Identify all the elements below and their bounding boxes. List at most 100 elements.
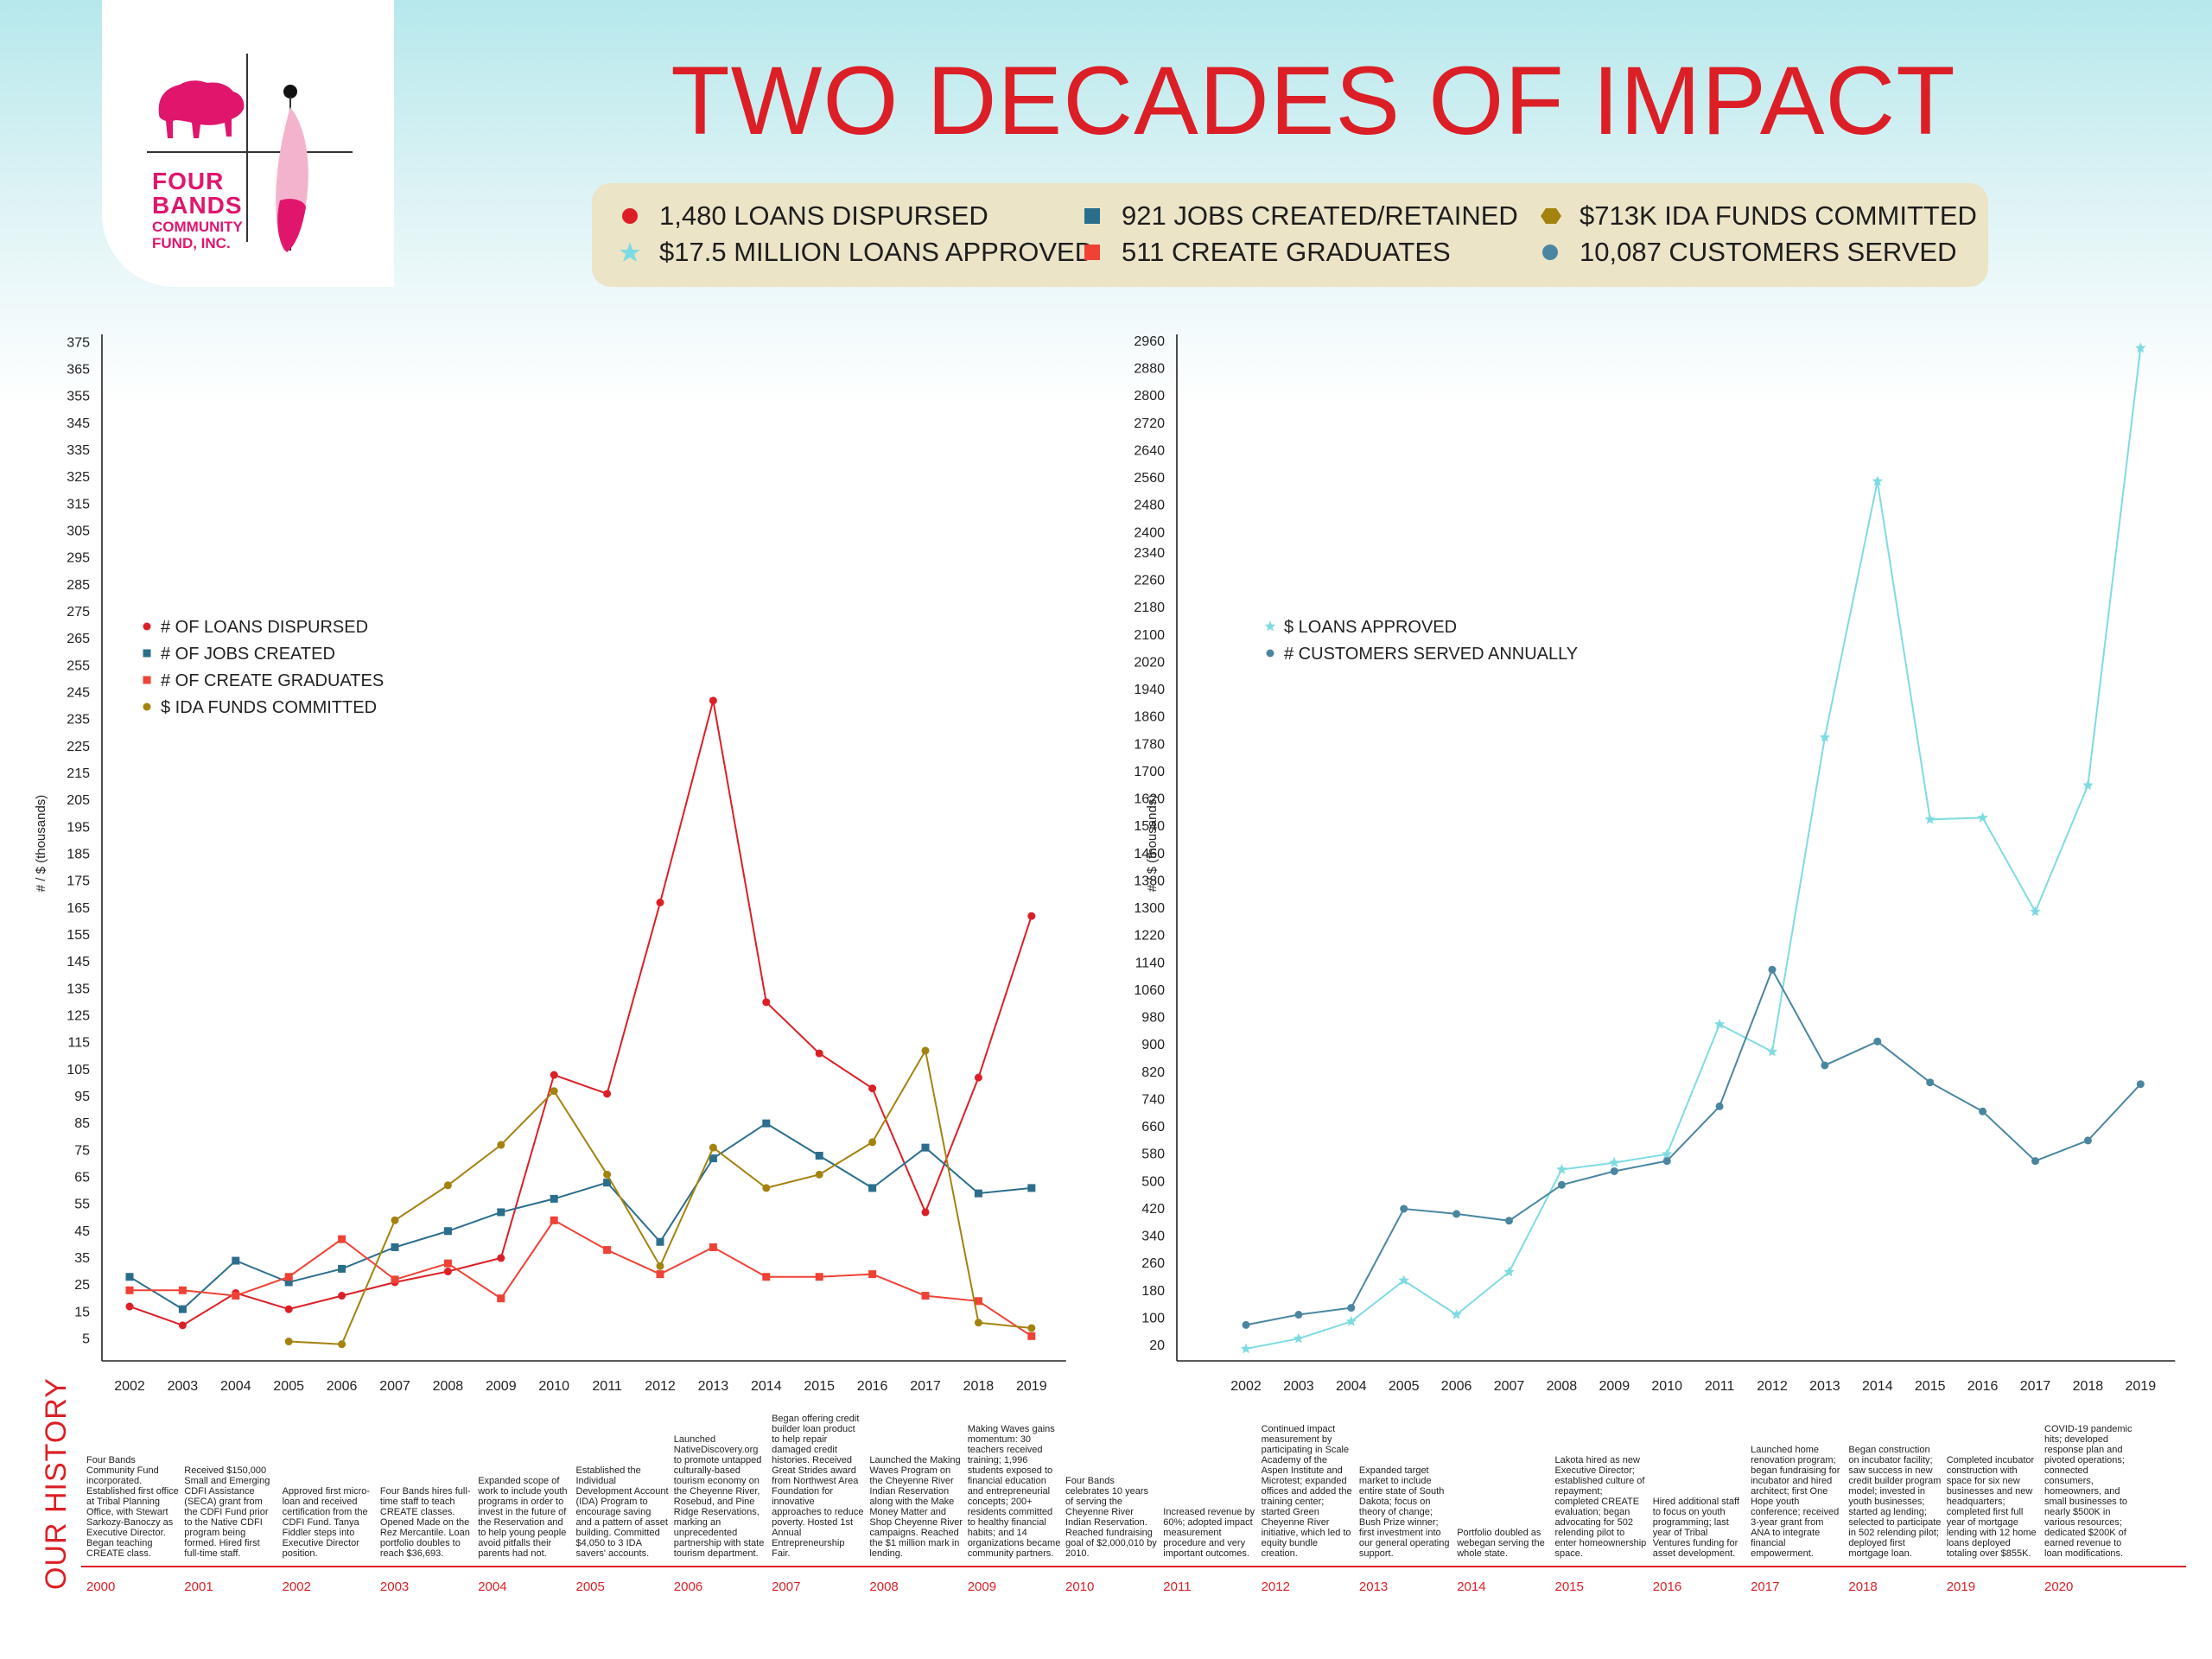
data-point <box>550 1194 558 1203</box>
x-tick-label: 2015 <box>804 1379 835 1394</box>
series-line <box>130 1218 1033 1338</box>
data-point <box>443 1227 452 1236</box>
y-tick-label: 315 <box>67 497 90 512</box>
y-tick-label: 5 <box>82 1332 90 1346</box>
x-tick-label: 2009 <box>486 1379 517 1394</box>
series-1 <box>125 696 1036 1330</box>
y-tick-label: 25 <box>74 1278 90 1293</box>
page-title: TWO DECADES OF IMPACT <box>671 47 1956 155</box>
y-tick-label: 325 <box>67 470 90 485</box>
x-tick-label: 2002 <box>1230 1379 1262 1394</box>
y-tick-label: 1540 <box>1134 819 1165 834</box>
history-timeline-line <box>81 1566 2186 1567</box>
x-tick-label: 2015 <box>1915 1379 1946 1394</box>
stat-label: $17.5 MILLION LOANS APPROVED <box>659 237 1095 267</box>
y-tick-label: 105 <box>67 1063 90 1077</box>
data-point <box>1766 1046 1778 1057</box>
y-tick-label: 195 <box>67 820 90 835</box>
data-point <box>762 1119 771 1128</box>
data-point <box>974 1189 982 1198</box>
logo-bands: BANDS <box>152 192 243 219</box>
legend-label: # CUSTOMERS SERVED ANNUALLY <box>1284 645 1578 664</box>
data-point <box>1451 1309 1462 1319</box>
data-point <box>868 1084 877 1093</box>
data-point <box>1819 732 1831 742</box>
y-axis-label: # / $ (thousands) <box>34 795 48 893</box>
y-tick-label: 2340 <box>1134 546 1165 561</box>
data-point <box>2082 779 2094 791</box>
history-year: 2005 <box>575 1580 605 1594</box>
x-tick-label: 2014 <box>751 1379 782 1394</box>
y-tick-label: 500 <box>1141 1174 1165 1189</box>
logo-four: FOUR <box>152 168 225 194</box>
x-tick-label: 2012 <box>645 1379 676 1394</box>
history-entry: Expanded scope of work to include youth … <box>478 1476 568 1559</box>
data-point <box>1610 1166 1618 1175</box>
y-tick-label: 1940 <box>1134 683 1165 697</box>
data-point <box>550 1087 558 1096</box>
data-point <box>1503 1266 1515 1277</box>
cyan-star-icon <box>618 239 647 265</box>
history-entry: Approved first micro-loan and received c… <box>282 1486 371 1559</box>
stat-loans-dispursed: 1,480 LOANS DISPURSED <box>618 200 988 232</box>
series-line <box>129 1122 1032 1311</box>
y-tick-label: 1060 <box>1134 983 1165 998</box>
history-year: 2000 <box>86 1580 116 1594</box>
y-tick-label: 15 <box>74 1305 90 1319</box>
stats-banner: 1,480 LOANS DISPURSED 921 JOBS CREATED/R… <box>592 183 1988 287</box>
y-tick-label: 20 <box>1149 1338 1165 1353</box>
data-point <box>232 1292 240 1300</box>
series-line <box>129 700 1033 1326</box>
x-tick-label: 2005 <box>273 1379 304 1394</box>
legend-marker <box>143 649 151 658</box>
series-1 <box>1240 342 2146 1354</box>
data-point <box>762 998 771 1007</box>
series-2 <box>125 1119 1036 1313</box>
stat-label: 1,480 LOANS DISPURSED <box>659 200 988 231</box>
x-tick-label: 2005 <box>1389 1379 1420 1394</box>
data-point <box>1662 1148 1673 1159</box>
data-point <box>284 1338 293 1346</box>
legend-marker <box>143 702 151 711</box>
data-point <box>1872 475 1883 486</box>
y-tick-label: 375 <box>67 335 90 350</box>
data-point <box>1926 1078 1935 1087</box>
history-year: 2010 <box>1065 1580 1095 1594</box>
data-point <box>815 1049 823 1058</box>
x-tick-label: 2010 <box>538 1379 569 1394</box>
history-entry: Four Bands Community Fund incorporated. … <box>86 1455 179 1559</box>
y-tick-label: 420 <box>1141 1202 1165 1217</box>
history-year: 2011 <box>1163 1580 1192 1594</box>
y-tick-label: 100 <box>1141 1311 1165 1325</box>
x-tick-label: 2002 <box>114 1379 145 1394</box>
y-tick-label: 345 <box>67 416 90 431</box>
stat-create-graduates: 511 CREATE GRADUATES <box>1080 237 1451 268</box>
data-point <box>338 1235 346 1243</box>
stat-label: $713K IDA FUNDS COMMITTED <box>1580 200 1977 231</box>
y-tick-label: 1140 <box>1135 956 1166 970</box>
stat-loans-approved: $17.5 MILLION LOANS APPROVED <box>618 237 1094 268</box>
data-point <box>868 1138 877 1147</box>
y-tick-label: 900 <box>1141 1038 1165 1052</box>
y-tick-label: 365 <box>67 363 90 378</box>
data-point <box>284 1273 293 1281</box>
history-entry: Launched the Making Waves Program on the… <box>869 1455 963 1559</box>
y-tick-label: 1460 <box>1134 847 1165 861</box>
data-point <box>1556 1164 1567 1174</box>
data-point <box>497 1294 505 1303</box>
history-entry: Four Bands celebrates 10 years of servin… <box>1065 1476 1157 1559</box>
history-year: 2013 <box>1358 1580 1389 1594</box>
history-year: 2003 <box>379 1580 410 1594</box>
history-entry: Continued impact measurement by particip… <box>1261 1424 1352 1559</box>
data-point <box>443 1181 452 1190</box>
stat-customers-served: 10,087 CUSTOMERS SERVED <box>1538 237 1956 268</box>
data-point <box>338 1264 346 1273</box>
data-point <box>1398 1274 1409 1286</box>
x-tick-label: 2014 <box>1862 1379 1893 1394</box>
history-year: 2001 <box>184 1580 213 1594</box>
data-point <box>2031 1157 2039 1166</box>
data-point <box>762 1184 771 1192</box>
data-point <box>974 1297 982 1306</box>
y-tick-label: 820 <box>1141 1065 1165 1080</box>
gold-hexagon-icon <box>1538 203 1567 229</box>
